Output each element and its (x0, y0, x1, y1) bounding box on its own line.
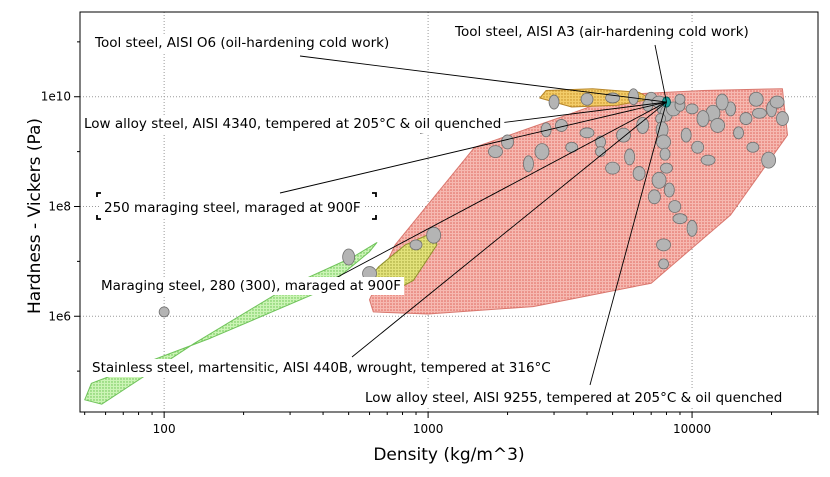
material-bubble (534, 143, 550, 161)
material-bubble (409, 239, 423, 251)
material-bubble (656, 238, 671, 252)
material-bubble (691, 140, 705, 154)
material-bubble (658, 258, 669, 270)
annotation-label: Maraging steel, 280 (300), maraged at 90… (101, 278, 401, 294)
annotation: 250 maraging steel, maraged at 900F (101, 199, 364, 217)
material-bubble (752, 107, 767, 119)
annotation: Low alloy steel, AISI 9255, tempered at … (362, 389, 786, 407)
annotation-label: Stainless steel, martensitic, AISI 440B,… (92, 360, 551, 376)
material-bubble (761, 151, 777, 169)
selection-handles[interactable] (96, 192, 377, 220)
material-bubble (696, 110, 710, 127)
material-bubble (426, 226, 442, 244)
material-bubble (733, 126, 744, 140)
material-bubble (342, 248, 356, 266)
material-bubble (616, 127, 631, 143)
annotation-background (362, 389, 786, 407)
annotation-background (89, 359, 554, 377)
material-bubble (548, 94, 560, 110)
annotation-label: Low alloy steel, AISI 9255, tempered at … (365, 390, 782, 406)
material-bubble (523, 155, 534, 173)
axis-ticks: 100 1000 10000 1e6 1e8 1e10 (41, 41, 819, 436)
material-bubble (715, 93, 729, 111)
y-tick-label: 1e6 (48, 309, 71, 323)
y-tick-label: 1e10 (41, 90, 71, 104)
material-bubble (540, 122, 552, 138)
annotation-label: Low alloy steel, AISI 4340, tempered at … (84, 116, 501, 132)
annotation: Stainless steel, martensitic, AISI 440B,… (89, 359, 554, 377)
material-bubble (632, 166, 646, 181)
material-bubble (776, 111, 789, 126)
annotation-leader (299, 55, 667, 103)
annotation-label: Tool steel, AISI A3 (air-hardening cold … (454, 24, 749, 40)
annotation-background (91, 34, 393, 52)
material-bubble (685, 103, 699, 115)
envelope-foams (84, 242, 378, 405)
x-axis-label: Density (kg/m^3) (373, 445, 524, 465)
material-bubble (651, 171, 667, 189)
material-bubble (624, 148, 636, 166)
material-bubble (648, 189, 661, 205)
plot-frame (79, 11, 819, 413)
material-bubble (158, 306, 170, 318)
material-bubble (672, 213, 688, 225)
material-bubble (605, 161, 620, 175)
annotation: Maraging steel, 280 (300), maraged at 90… (98, 277, 405, 295)
material-bubble (668, 200, 682, 213)
annotation-background (98, 277, 405, 295)
material-bubble (488, 145, 503, 159)
annotation-leader (329, 101, 667, 282)
annotation-label: 250 maraging steel, maraged at 900F (104, 200, 361, 216)
material-bubble (659, 147, 671, 161)
material-bubble (686, 219, 698, 237)
material-bubble (746, 141, 760, 153)
annotation: Tool steel, AISI A3 (air-hardening cold … (451, 23, 752, 41)
material-bubble (580, 92, 594, 106)
annotation-background (451, 23, 752, 41)
annotation-background (101, 199, 364, 217)
x-tick-label: 100 (153, 422, 176, 436)
material-bubble (565, 141, 579, 153)
material-bubble (628, 88, 639, 106)
material-bubble (579, 127, 595, 139)
material-bubble (636, 117, 650, 134)
envelope-orange (539, 88, 652, 108)
annotation-label: Tool steel, AISI O6 (oil-hardening cold … (94, 35, 389, 51)
annotation-leader (279, 101, 667, 194)
material-bubble (656, 134, 671, 150)
material-bubble (660, 162, 673, 174)
annotation-leader (351, 101, 667, 358)
annotation-leaders (279, 44, 667, 386)
annotation: Low alloy steel, AISI 4340, tempered at … (81, 115, 505, 133)
y-tick-label: 1e8 (48, 199, 71, 213)
material-bubble (663, 182, 675, 198)
material-bubble (700, 154, 716, 166)
material-bubble (501, 134, 514, 150)
material-bubble (674, 93, 686, 105)
material-bubble (595, 135, 606, 149)
annotation-leader (589, 101, 667, 386)
material-bubble (748, 91, 764, 107)
annotation-background (81, 115, 505, 133)
material-bubble (680, 127, 692, 143)
annotation: Tool steel, AISI O6 (oil-hardening cold … (91, 34, 393, 52)
y-axis-label: Hardness - Vickers (Pa) (25, 118, 45, 314)
annotation-leader (654, 44, 667, 103)
x-tick-label: 10000 (673, 422, 711, 436)
x-tick-label: 1000 (413, 422, 444, 436)
material-bubble (739, 112, 753, 125)
material-bubble (769, 95, 785, 109)
annotation-labels: Tool steel, AISI O6 (oil-hardening cold … (81, 23, 786, 407)
material-bubble (710, 118, 726, 133)
